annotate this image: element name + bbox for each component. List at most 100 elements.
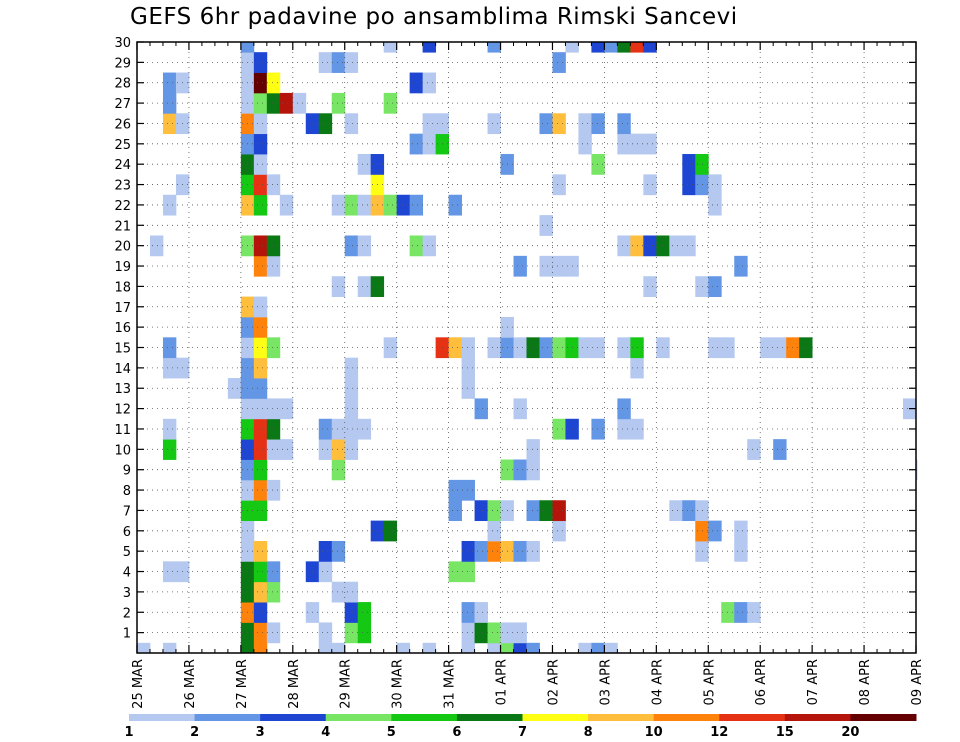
heatmap-cell	[396, 194, 411, 216]
heatmap-cell	[734, 255, 748, 277]
heatmap-cell	[643, 133, 657, 155]
heatmap-cell	[331, 276, 346, 297]
heatmap-cell	[708, 520, 722, 542]
heatmap-cell	[357, 622, 372, 644]
x-tick-label: 25 MAR	[131, 659, 146, 709]
y-tick-label: 11	[114, 423, 131, 438]
heatmap-cell	[461, 357, 475, 379]
heatmap-cell	[344, 194, 359, 216]
heatmap-cell	[266, 72, 281, 94]
colorbar: 1 2 3 4 5 6 7 8 10 12 15 20	[124, 714, 917, 740]
heatmap-cell	[474, 500, 488, 522]
y-tick-label: 23	[114, 179, 131, 194]
x-tick-label: 06 APR	[754, 659, 769, 705]
heatmap-cell	[552, 418, 566, 440]
heatmap-cell	[279, 194, 294, 216]
y-tick-label: 18	[114, 280, 131, 295]
heatmap-cell	[331, 459, 346, 481]
heatmap-cell	[253, 398, 268, 420]
heatmap-cell	[162, 357, 177, 379]
y-tick-label: 17	[114, 301, 131, 316]
heatmap-cell	[162, 113, 177, 135]
heatmap-cell	[331, 52, 346, 73]
heatmap-cell	[656, 235, 670, 257]
heatmap-cell	[578, 113, 592, 135]
heatmap-cell	[422, 133, 437, 155]
x-tick-label: 27 MAR	[235, 659, 250, 709]
heatmap-cell	[591, 154, 605, 175]
x-tick-label: 02 APR	[547, 659, 562, 705]
heatmap-cell	[253, 154, 268, 175]
y-tick-label: 13	[114, 382, 131, 397]
heatmap-cell	[318, 439, 333, 460]
colorbar-swatch	[522, 714, 589, 721]
heatmap-cell	[526, 337, 540, 359]
heatmap-cell	[591, 337, 605, 359]
heatmap-cell	[357, 418, 372, 440]
heatmap-cell	[344, 378, 359, 399]
heatmap-cell	[409, 194, 424, 216]
heatmap-cell	[266, 561, 281, 583]
heatmap-cell	[409, 235, 424, 257]
heatmap-cell	[552, 255, 566, 277]
heatmap-cell	[266, 622, 281, 644]
heatmap-cell	[253, 296, 268, 318]
heatmap-cell	[253, 581, 268, 603]
heatmap-cell	[266, 337, 281, 359]
colorbar-label: 15	[776, 725, 794, 740]
colorbar-swatch	[456, 714, 523, 721]
heatmap-cell	[396, 642, 411, 654]
heatmap-cell	[253, 72, 268, 94]
heatmap-cell	[552, 174, 566, 196]
x-tick-label: 26 MAR	[183, 659, 198, 709]
colorbar-label: 5	[387, 725, 396, 740]
colorbar-label: 12	[710, 725, 728, 740]
heatmap-cell	[383, 42, 398, 53]
heatmap-cell	[526, 459, 540, 481]
heatmap-cell	[253, 378, 268, 399]
heatmap-cell	[331, 439, 346, 460]
colorbar-swatch	[194, 714, 261, 721]
heatmap-cell	[643, 276, 657, 297]
heatmap-cell	[318, 52, 333, 73]
heatmap-cell	[734, 602, 748, 623]
heatmap-cell	[474, 398, 488, 420]
heatmap-cell	[253, 133, 268, 155]
colorbar-label: 3	[256, 725, 265, 740]
y-tick-label: 12	[114, 403, 131, 418]
heatmap-cell	[344, 581, 359, 603]
heatmap-cell	[461, 378, 475, 399]
heatmap-cell	[695, 500, 709, 522]
heatmap-cell	[383, 520, 398, 542]
heatmap-cell	[487, 500, 501, 522]
heatmap-cell	[513, 622, 527, 644]
heatmap-cell	[578, 337, 592, 359]
axes-layer	[136, 41, 917, 654]
heatmap-cell	[487, 520, 501, 542]
colorbar-label: 4	[321, 725, 330, 740]
heatmap-cell	[591, 418, 605, 440]
y-tick-label: 28	[114, 77, 131, 92]
heatmap-cell	[318, 622, 333, 644]
heatmap-cell	[500, 642, 514, 654]
heatmap-cell	[695, 174, 709, 196]
heatmap-cell	[669, 235, 683, 257]
heatmap-cell	[318, 642, 333, 654]
heatmap-cell	[344, 52, 359, 73]
heatmap-cell	[617, 337, 631, 359]
heatmap-cell	[591, 113, 605, 135]
heatmap-cell	[487, 622, 501, 644]
y-tick-label: 8	[123, 484, 131, 499]
heatmap-cell	[344, 398, 359, 420]
heatmap-cell	[617, 398, 631, 420]
heatmap-cell	[266, 479, 281, 501]
heatmap-cell	[591, 642, 605, 654]
heatmap-cell	[461, 622, 475, 644]
heatmap-cell	[578, 642, 592, 654]
heatmap-cell	[695, 520, 709, 542]
y-tick-label: 5	[123, 545, 131, 560]
heatmap-cell	[318, 561, 333, 583]
chart-title: GEFS 6hr padavine po ansamblima Rimski S…	[130, 4, 738, 30]
heatmap-cell	[487, 113, 501, 135]
heatmap-cell	[253, 540, 268, 562]
